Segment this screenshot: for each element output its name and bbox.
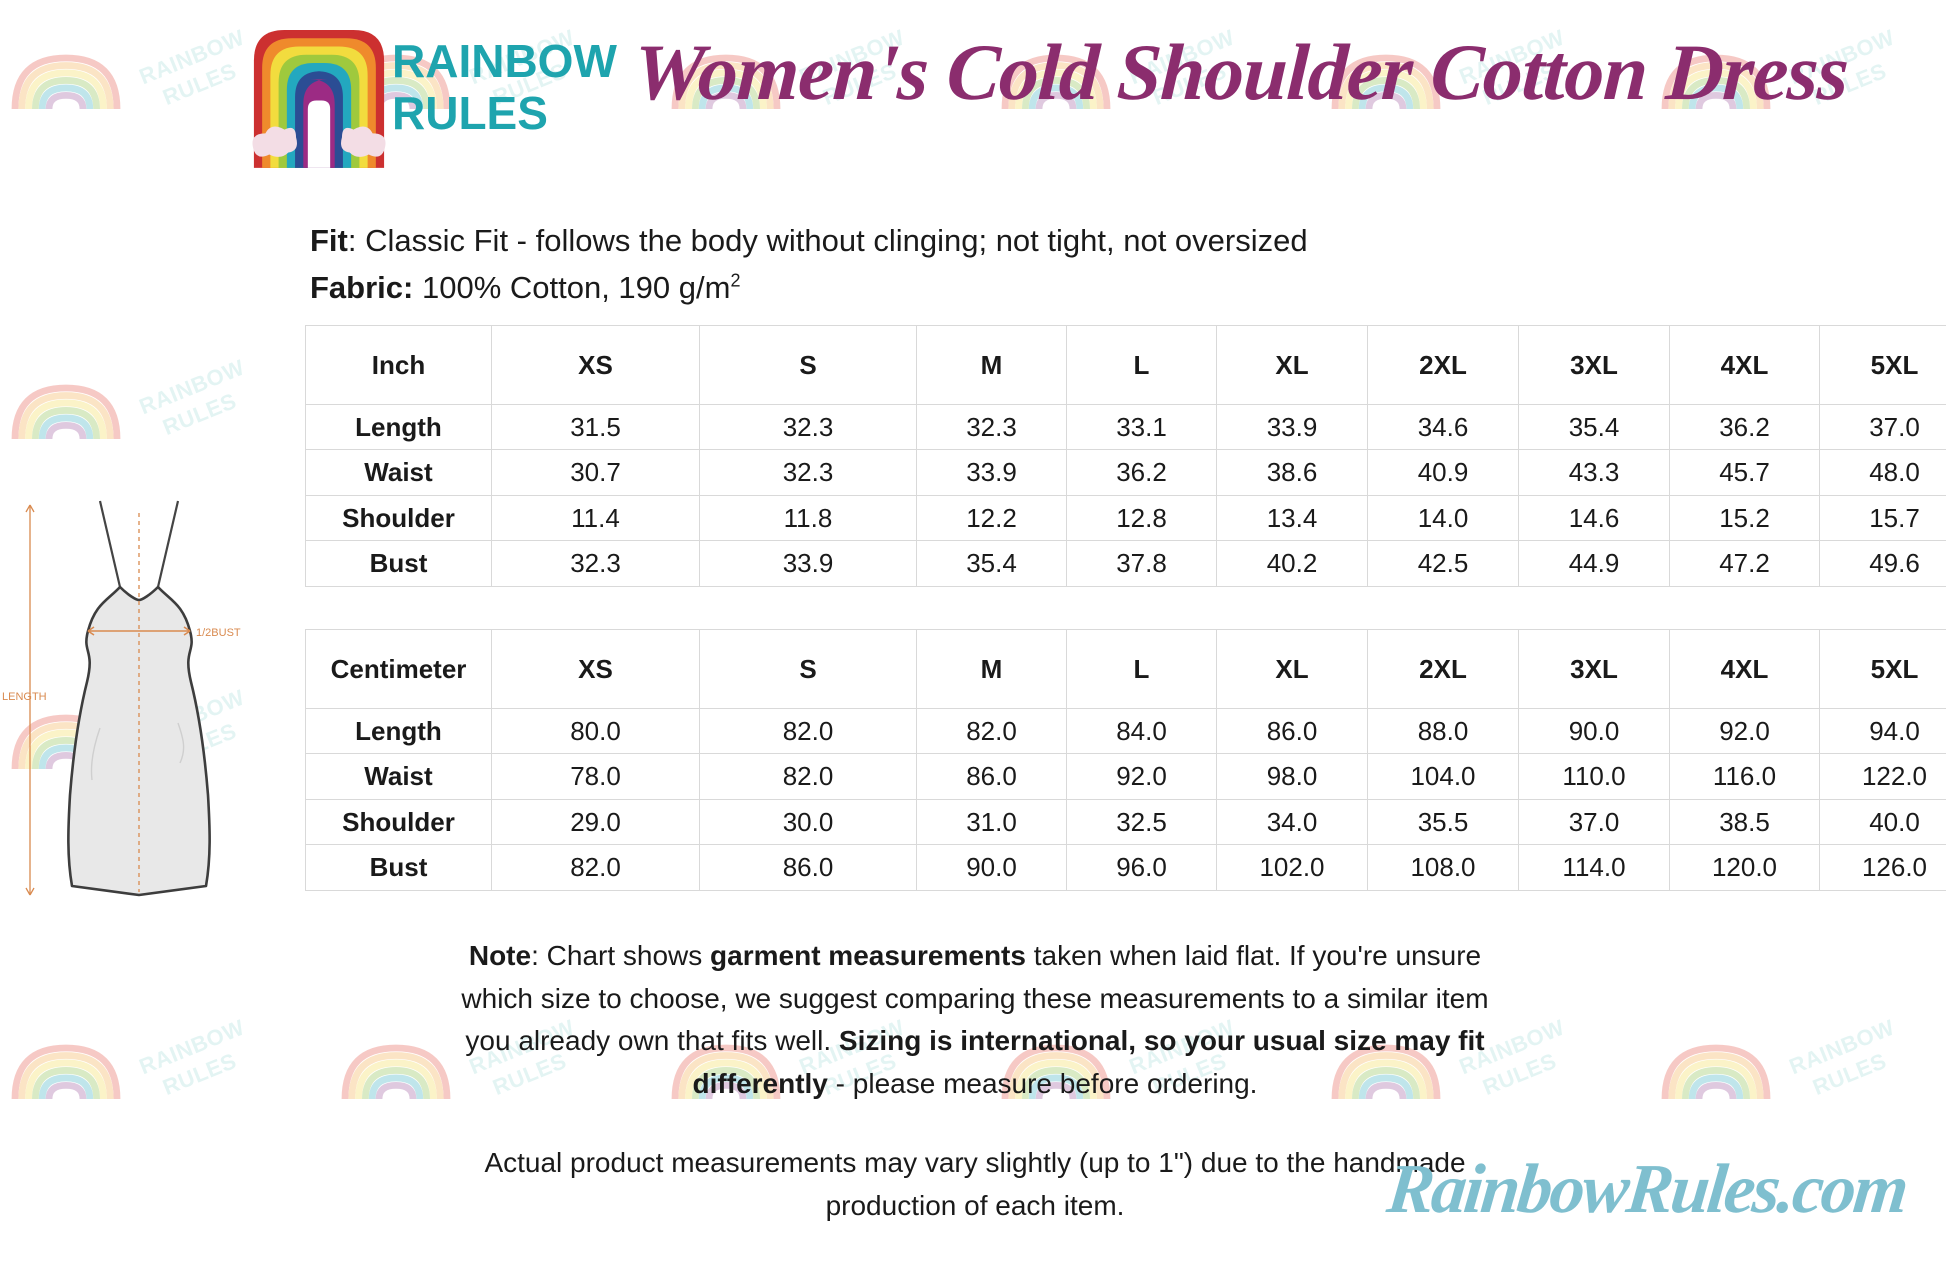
- svg-text:LENGTH: LENGTH: [2, 691, 47, 703]
- svg-text:1/2BUST: 1/2BUST: [196, 627, 241, 639]
